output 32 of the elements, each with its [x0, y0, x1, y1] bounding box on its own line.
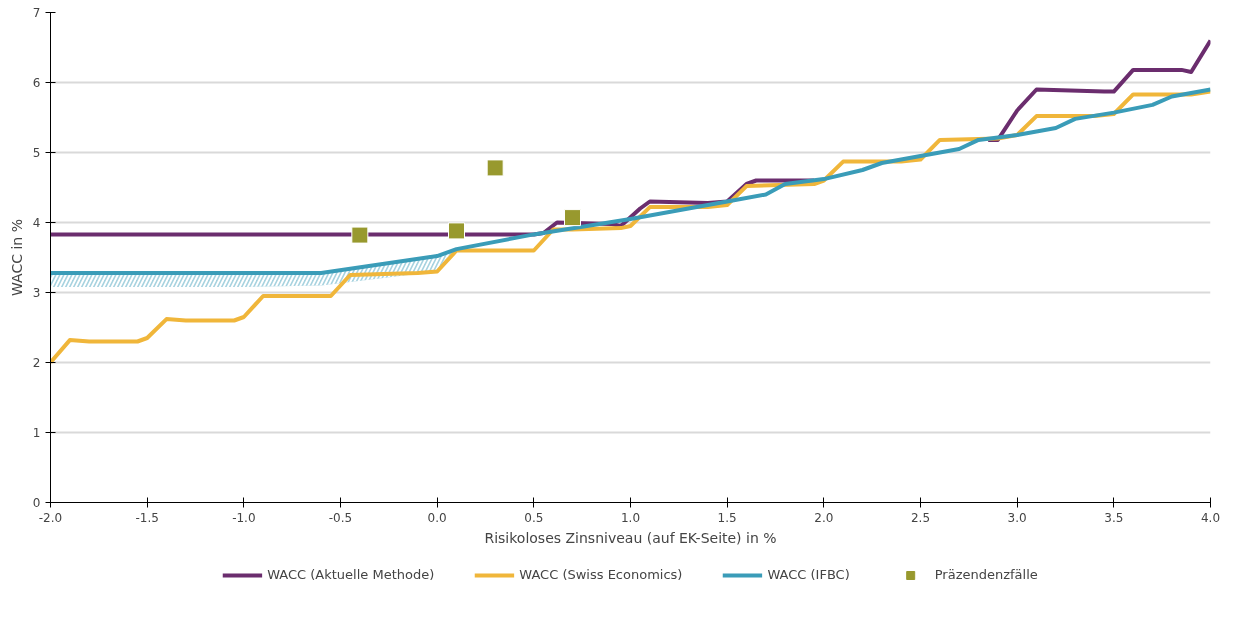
x-tick-label: -0.5 [328, 510, 353, 525]
y-axis-title: WACC in % [8, 219, 25, 296]
point [351, 226, 369, 244]
x-tick-label: 1.0 [620, 510, 641, 525]
x-tick-label: 3.0 [1007, 510, 1027, 525]
x-tick-label: 2.5 [910, 510, 931, 525]
y-tick-label: 0 [32, 496, 41, 510]
point [564, 209, 581, 227]
x-tick-label: 4.0 [1200, 510, 1221, 525]
y-tick-label: 7 [32, 6, 41, 20]
y-tick-label: 5 [32, 146, 41, 160]
x-tick-label: 1.5 [717, 510, 737, 525]
legend-label: Präzendenzfälle [934, 567, 1038, 582]
point [448, 222, 465, 240]
y-tick-label: 1 [32, 426, 41, 440]
legend-label: WACC (Swiss Economics) [519, 567, 683, 582]
line-series [50, 87, 1211, 275]
y-tick-label: 4 [32, 216, 41, 230]
legend-label: WACC (IFBC) [767, 567, 850, 582]
x-tick-label: 0.5 [524, 510, 544, 525]
legend-label: WACC (Aktuelle Methode) [267, 567, 435, 582]
x-tick-label: -1.5 [135, 510, 159, 525]
x-tick-label: 2.0 [814, 510, 834, 525]
y-tick-label: 2 [32, 356, 41, 370]
x-tick-label: -1.0 [232, 510, 256, 525]
y-tick-label: 3 [32, 286, 41, 300]
x-axis-title: Risikoloses Zinsniveau (auf EK-Seite) in % [484, 529, 777, 546]
point [486, 159, 504, 177]
y-tick-label: 6 [32, 76, 41, 90]
x-tick-label: 3.5 [1104, 510, 1124, 525]
x-tick-label: 0.0 [427, 510, 447, 525]
x-tick-label: -2.0 [38, 510, 63, 525]
